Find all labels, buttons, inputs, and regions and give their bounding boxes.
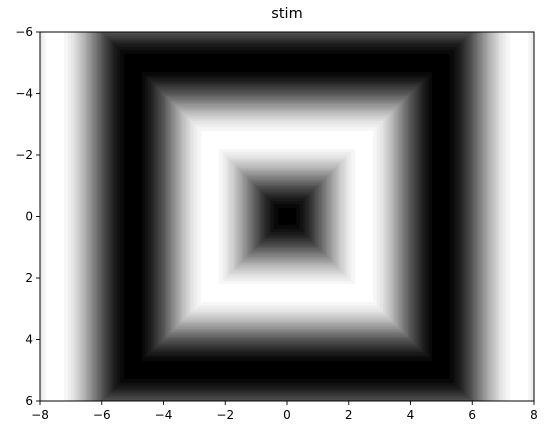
x-tick-label: 4 [407, 408, 415, 422]
x-tick-label: 8 [530, 408, 538, 422]
axes-frame [39, 31, 535, 402]
y-tick-label: −6 [15, 25, 33, 39]
x-tick-label: −2 [216, 408, 234, 422]
y-axis: −6 −4 −2 0 2 4 6 [15, 25, 40, 408]
x-axis: −8 −6 −4 −2 0 2 4 6 8 [31, 401, 538, 422]
x-tick-label: 6 [468, 408, 476, 422]
y-tick-label: −4 [15, 87, 33, 101]
x-tick-label: −6 [93, 408, 111, 422]
y-tick-label: 2 [25, 271, 33, 285]
chart-title: stim [271, 6, 303, 22]
x-tick-label: 0 [283, 408, 291, 422]
y-tick-label: 0 [25, 210, 33, 224]
y-tick-label: 4 [25, 333, 33, 347]
x-tick-label: −8 [31, 408, 49, 422]
x-tick-label: −4 [155, 408, 173, 422]
y-tick-label: 6 [25, 394, 33, 408]
y-tick-label: −2 [15, 148, 33, 162]
heatmap-image [40, 32, 534, 401]
x-tick-label: 2 [345, 408, 353, 422]
